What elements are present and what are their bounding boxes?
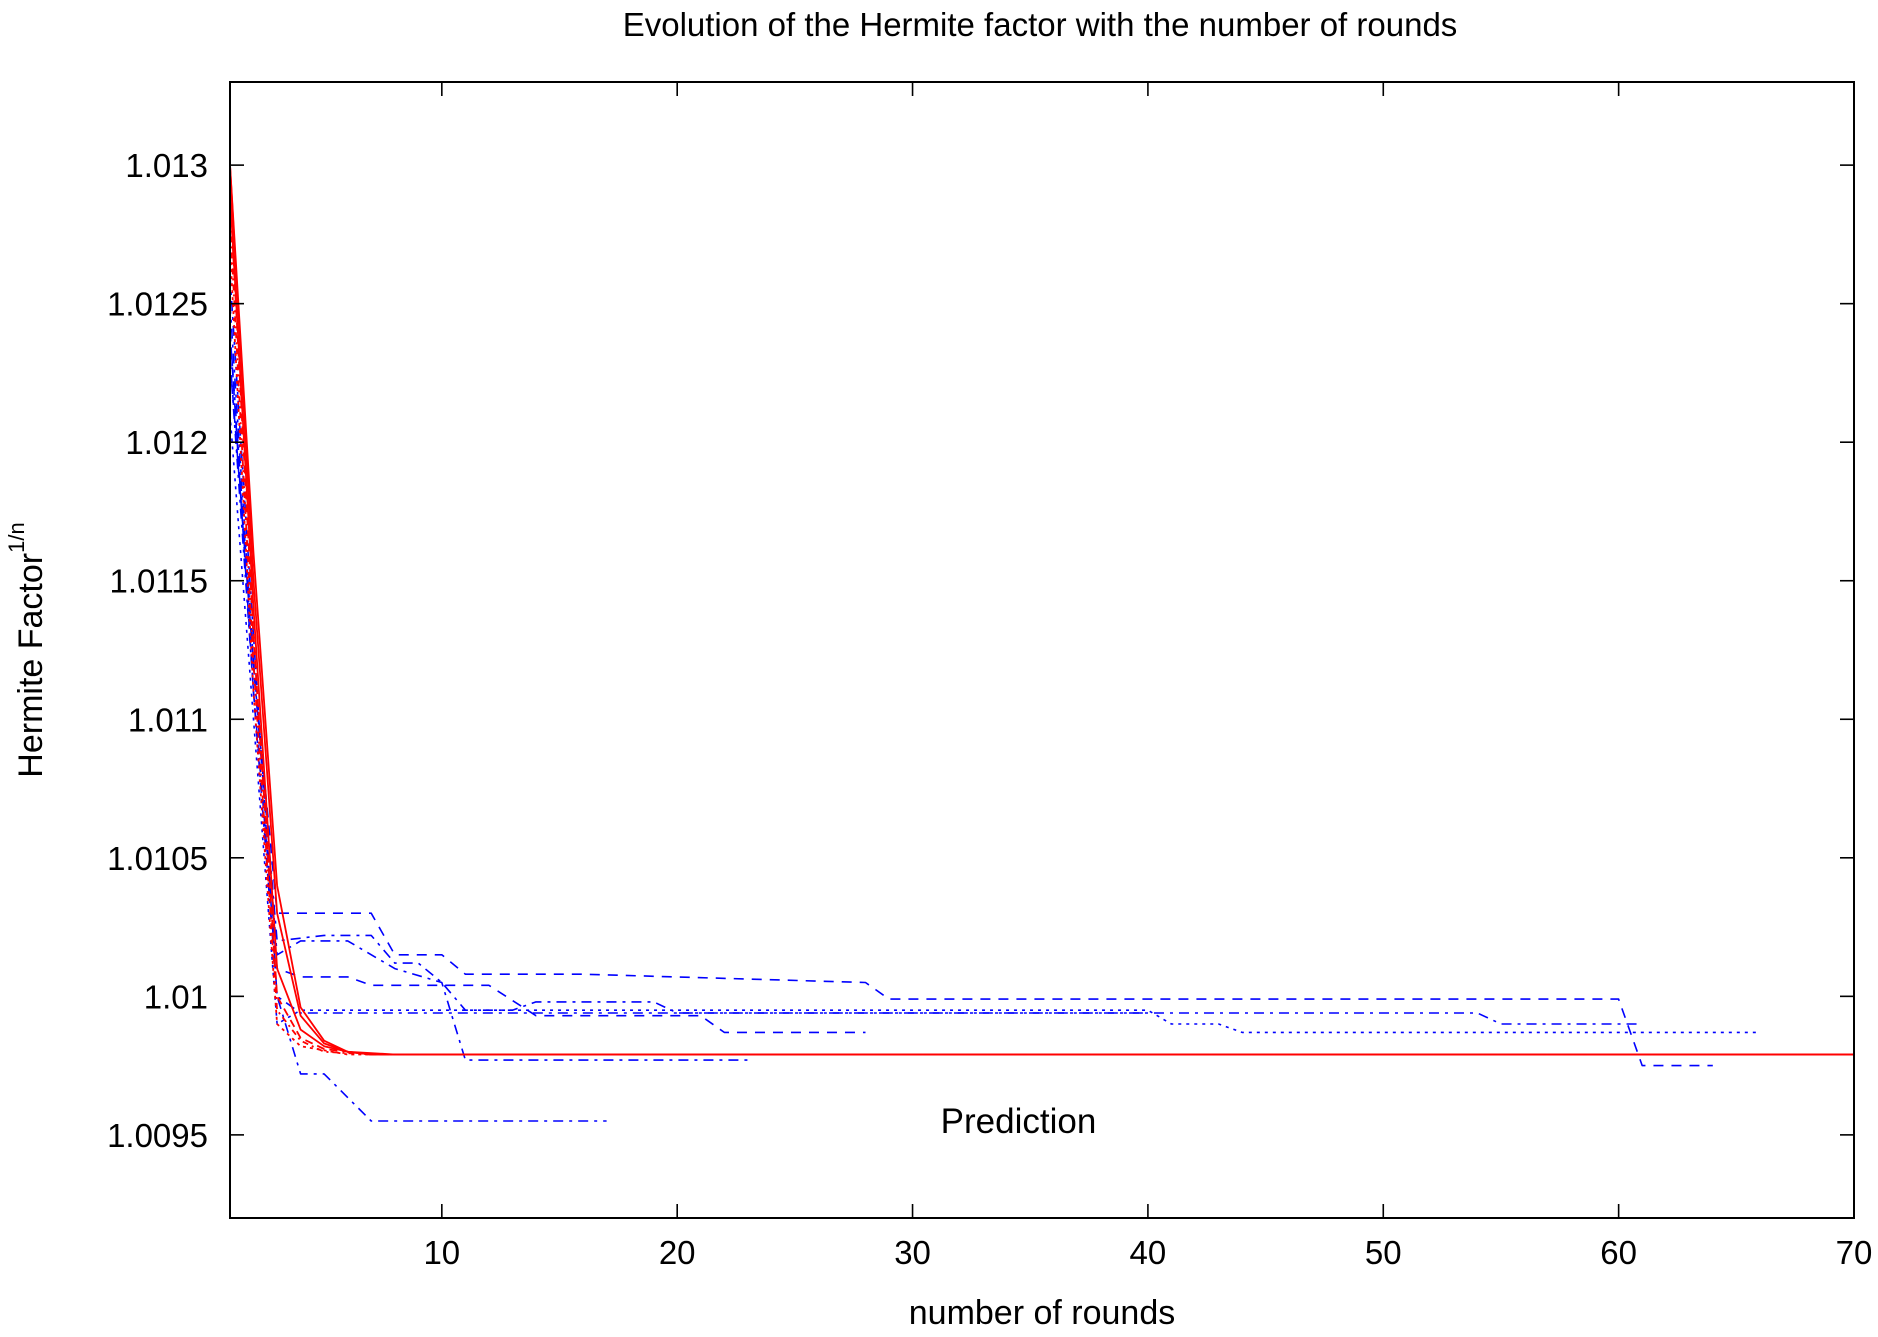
- prediction-label: Prediction: [941, 1102, 1097, 1141]
- series-line-13: [229, 248, 1854, 1056]
- x-tick-label: 20: [659, 1234, 696, 1271]
- y-tick-label: 1.011: [128, 701, 208, 738]
- svg-text:Hermite Factor1/n: Hermite Factor1/n: [4, 522, 50, 777]
- series-line-5: [229, 414, 1760, 1034]
- x-tick-label: 70: [1836, 1234, 1873, 1271]
- y-axis-label: Hermite Factor1/n: [4, 522, 50, 777]
- series-layer: [229, 165, 1854, 1122]
- series-line-4: [229, 303, 748, 1061]
- series-line-9: [229, 192, 1854, 1056]
- y-tick-label: 1.0125: [107, 286, 208, 323]
- series-line-11: [229, 165, 1854, 1056]
- series-line-3: [229, 275, 607, 1122]
- y-tick-label: 1.0095: [107, 1117, 208, 1154]
- plot-frame: [229, 81, 1855, 1219]
- x-tick-label: 60: [1600, 1234, 1637, 1271]
- y-tick-label: 1.012: [125, 424, 208, 461]
- series-line-2: [229, 331, 1643, 1025]
- y-tick-label: 1.01: [144, 978, 208, 1015]
- series-line-7: [229, 359, 1148, 1014]
- x-tick-label: 10: [423, 1234, 460, 1271]
- series-line-10: [229, 192, 1854, 1056]
- y-tick-label: 1.0105: [107, 840, 208, 877]
- series-line-8: [229, 165, 1854, 1056]
- y-axis-label-main: Hermite Factor: [12, 553, 50, 778]
- x-tick-label: 50: [1365, 1234, 1402, 1271]
- y-tick-label: 1.0115: [110, 563, 208, 600]
- x-axis-label: number of rounds: [909, 1294, 1176, 1332]
- tick-layer: 10 20 30 40 50 60 70 1.0095 1.01 1.0105 1.011 1.011…: [107, 82, 1872, 1271]
- y-tick-label: 1.013: [125, 147, 208, 184]
- y-axis-label-superscript: 1/n: [4, 522, 29, 553]
- series-line-6: [229, 331, 866, 1034]
- x-tick-label: 30: [894, 1234, 931, 1271]
- series-line-12: [229, 220, 1854, 1056]
- chart-title: Evolution of the Hermite factor with the…: [623, 6, 1458, 43]
- x-tick-label: 40: [1130, 1234, 1167, 1271]
- series-line-1: [229, 359, 1713, 1067]
